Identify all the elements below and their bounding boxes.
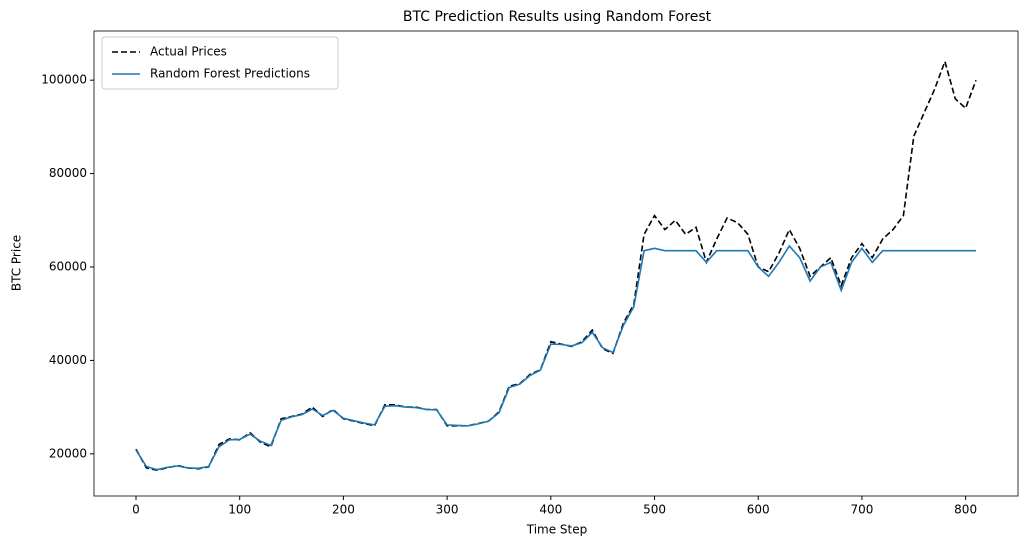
y-tick-label: 20000 <box>49 446 87 460</box>
x-tick-label: 700 <box>850 503 873 517</box>
x-tick-label: 600 <box>747 503 770 517</box>
x-tick-label: 200 <box>332 503 355 517</box>
x-tick-label: 300 <box>436 503 459 517</box>
legend-label: Random Forest Predictions <box>150 67 310 81</box>
y-tick-label: 40000 <box>49 353 87 367</box>
y-axis-label: BTC Price <box>10 235 24 291</box>
y-tick-label: 80000 <box>49 166 87 180</box>
y-tick-label: 100000 <box>41 73 87 87</box>
x-tick-label: 100 <box>228 503 251 517</box>
x-tick-label: 0 <box>132 503 140 517</box>
legend-label: Actual Prices <box>150 45 227 59</box>
x-tick-label: 500 <box>643 503 666 517</box>
y-tick-label: 60000 <box>49 260 87 274</box>
series-line <box>135 244 976 471</box>
x-tick-label: 400 <box>539 503 562 517</box>
legend-box <box>101 36 339 90</box>
x-axis-label: Time Step <box>526 523 588 537</box>
plot-frame <box>93 30 1019 497</box>
chart-title: BTC Prediction Results using Random Fore… <box>403 9 712 25</box>
x-tick-label: 800 <box>954 503 977 517</box>
